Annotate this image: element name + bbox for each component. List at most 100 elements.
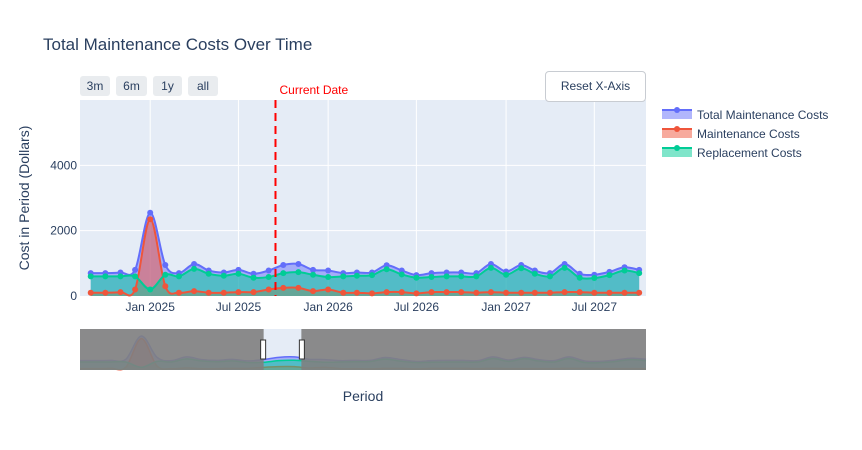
data-point[interactable] [235,270,242,277]
data-point[interactable] [428,274,435,281]
data-point[interactable] [503,289,510,296]
data-point[interactable] [340,289,347,296]
data-point[interactable] [295,269,302,276]
data-point[interactable] [325,274,332,281]
data-point[interactable] [102,273,109,280]
data-point[interactable] [220,289,227,296]
data-point[interactable] [295,260,302,267]
data-point[interactable] [340,273,347,280]
data-point[interactable] [265,267,272,274]
data-point[interactable] [280,270,287,277]
data-point[interactable] [487,289,494,296]
data-point[interactable] [473,273,480,280]
data-point[interactable] [591,289,598,296]
data-point[interactable] [369,290,376,297]
data-point[interactable] [162,283,169,290]
data-point[interactable] [561,289,568,296]
data-point[interactable] [561,264,568,271]
data-point[interactable] [531,289,538,296]
data-point[interactable] [636,289,643,296]
data-point[interactable] [162,261,169,268]
data-point[interactable] [473,289,480,296]
data-point[interactable] [353,289,360,296]
data-point[interactable] [369,272,376,279]
data-point[interactable] [621,267,628,274]
data-point[interactable] [503,271,510,278]
data-point[interactable] [280,261,287,268]
data-point[interactable] [398,271,405,278]
data-point[interactable] [147,216,154,223]
series-area-2 [90,267,640,296]
data-point[interactable] [250,274,257,281]
data-point[interactable] [443,273,450,280]
data-point[interactable] [383,266,390,273]
data-point[interactable] [310,271,317,278]
data-point[interactable] [518,289,525,296]
data-point[interactable] [87,289,94,296]
data-point[interactable] [175,273,182,280]
data-point[interactable] [353,272,360,279]
data-point[interactable] [606,272,613,279]
data-point[interactable] [117,273,124,280]
data-point[interactable] [280,284,287,291]
legend[interactable]: Total Maintenance Costs Maintenance Costs… [662,107,828,160]
data-point[interactable] [576,274,583,281]
data-point[interactable] [191,260,198,267]
data-point[interactable] [132,266,139,273]
data-point[interactable] [250,289,257,296]
data-point[interactable] [310,266,317,273]
data-point[interactable] [310,288,317,295]
data-point[interactable] [162,271,169,278]
legend-item[interactable]: Maintenance Costs [662,126,800,141]
data-point[interactable] [147,286,154,293]
data-point[interactable] [265,274,272,281]
data-point[interactable] [117,289,124,296]
reset-x-axis-button[interactable]: Reset X-Axis [545,71,646,102]
data-point[interactable] [428,289,435,296]
data-point[interactable] [191,288,198,295]
data-point[interactable] [621,289,628,296]
data-point[interactable] [413,274,420,281]
data-point[interactable] [636,270,643,277]
legend-item[interactable]: Replacement Costs [662,145,802,160]
data-point[interactable] [458,289,465,296]
data-point[interactable] [325,267,332,274]
data-point[interactable] [87,273,94,280]
data-point[interactable] [295,284,302,291]
data-point[interactable] [546,289,553,296]
data-point[interactable] [591,275,598,282]
range-button-1y[interactable]: 1y [153,76,182,96]
data-point[interactable] [398,289,405,296]
data-point[interactable] [220,272,227,279]
range-slider-handle-left[interactable] [260,339,267,360]
data-point[interactable] [265,286,272,293]
range-button-3m[interactable]: 3m [80,76,110,96]
data-point[interactable] [383,289,390,296]
data-point[interactable] [546,273,553,280]
data-point[interactable] [606,289,613,296]
grid [80,100,646,296]
legend-swatch [662,110,692,119]
data-point[interactable] [531,270,538,277]
data-point[interactable] [102,289,109,296]
data-point[interactable] [487,264,494,271]
data-point[interactable] [518,265,525,272]
data-point[interactable] [235,289,242,296]
range-button-6m[interactable]: 6m [116,76,147,96]
data-point[interactable] [205,289,212,296]
data-point[interactable] [147,209,154,216]
data-point[interactable] [413,290,420,297]
legend-item[interactable]: Total Maintenance Costs [662,107,828,122]
data-point[interactable] [458,273,465,280]
data-point[interactable] [191,265,198,272]
range-slider[interactable] [79,329,647,371]
data-point[interactable] [576,289,583,296]
data-point[interactable] [175,289,182,296]
range-slider-handle-right[interactable] [298,339,305,360]
data-point[interactable] [205,270,212,277]
data-point[interactable] [325,286,332,293]
data-point[interactable] [443,289,450,296]
data-point[interactable] [132,286,139,293]
range-button-all[interactable]: all [188,76,218,96]
data-point[interactable] [132,273,139,280]
